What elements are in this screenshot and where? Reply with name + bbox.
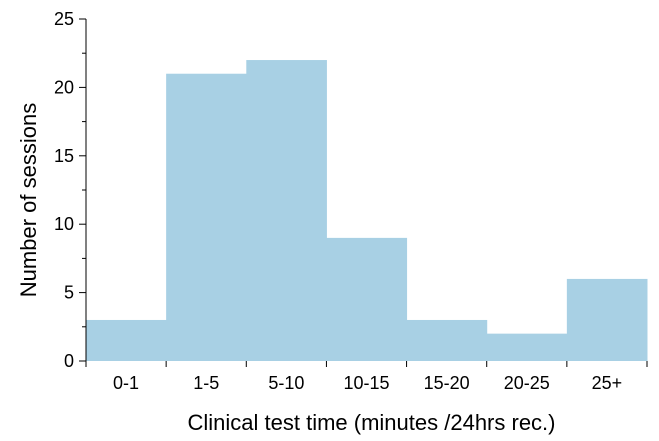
y-tick-label: 10 (54, 214, 74, 234)
bar-25+ (566, 278, 648, 361)
bar-1-5 (166, 73, 247, 361)
x-tick-label: 0-1 (113, 373, 139, 393)
x-axis-title: Clinical test time (minutes /24hrs rec.) (188, 410, 556, 435)
y-axis-title: Number of sessions (16, 103, 41, 297)
x-tick-label: 5-10 (268, 373, 304, 393)
y-tick-label: 5 (64, 283, 74, 303)
x-tick-label: 20-25 (504, 373, 550, 393)
bar-20-25 (486, 333, 568, 361)
y-tick-label: 20 (54, 77, 74, 97)
bar-10-15 (326, 237, 408, 361)
bar-15-20 (406, 319, 488, 361)
y-tick-label: 15 (54, 146, 74, 166)
bar-0-1 (86, 319, 167, 361)
y-ticks-group: 0 5 10 15 20 25 (54, 9, 86, 371)
x-tick-label: 10-15 (343, 373, 389, 393)
x-tick-label: 25+ (592, 373, 623, 393)
bar-5-10 (246, 60, 327, 361)
bars-group (86, 60, 648, 361)
y-tick-label: 0 (64, 351, 74, 371)
x-tick-label: 1-5 (193, 373, 219, 393)
x-tick-label: 15-20 (424, 373, 470, 393)
x-ticks-group: 0-1 1-5 5-10 10-15 15-20 20-25 25+ (85, 361, 648, 393)
y-tick-label: 25 (54, 9, 74, 29)
